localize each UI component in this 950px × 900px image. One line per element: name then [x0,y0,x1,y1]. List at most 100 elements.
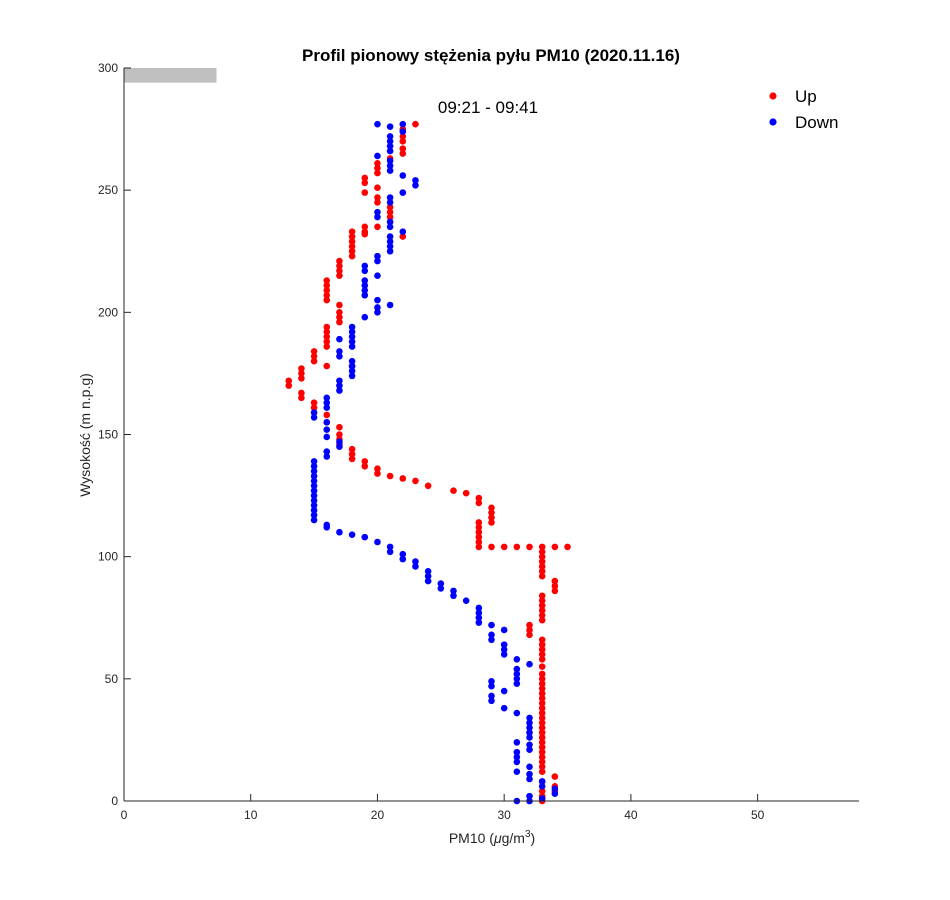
point-down-20 [526,724,533,731]
point-down-88 [310,409,318,416]
point-up-54 [564,543,571,551]
point-down-17 [513,739,521,746]
point-down-90 [323,399,331,407]
point-down-68 [310,511,318,519]
y-tick-label-5: 250 [98,183,118,197]
x-tick-label-2: 20 [371,808,385,822]
point-down-3 [526,792,533,800]
point-down-129 [374,208,381,216]
point-up-23 [538,690,546,697]
point-up-53 [551,543,559,551]
point-up-18 [538,714,546,722]
point-up-119 [336,267,343,275]
point-up-19 [538,709,546,717]
point-down-51 [437,580,445,587]
point-down-5 [551,785,559,793]
point-down-83 [336,438,343,446]
point-down-56 [412,558,419,565]
point-up-11 [538,748,546,756]
point-up-15 [538,729,546,736]
point-up-116 [323,282,331,289]
point-down-21 [526,719,533,727]
point-down-9 [526,770,533,778]
point-up-124 [348,243,356,250]
point-down-124 [386,233,394,240]
point-down-31 [513,675,521,683]
point-down-39 [488,636,495,644]
point-up-110 [336,313,343,321]
point-down-108 [374,309,381,316]
series-down [310,120,559,805]
point-down-127 [386,218,394,226]
point-down-52 [424,577,432,585]
point-up-9 [538,758,546,766]
point-down-98 [348,357,356,365]
point-up-25 [538,680,546,688]
legend: Up Down [769,87,838,132]
y-tick-label-4: 200 [98,305,118,319]
legend-label-up: Up [795,87,817,106]
x-label-close: ) [531,830,536,846]
point-up-150 [412,120,419,128]
point-up-147 [399,138,407,145]
point-down-126 [386,223,394,231]
point-up-41 [538,597,546,604]
point-down-86 [323,418,331,426]
point-up-32 [538,641,546,648]
legend-marker-up [769,92,777,100]
point-up-57 [500,543,508,551]
point-down-138 [386,157,394,165]
point-up-74 [412,477,419,485]
point-up-59 [475,543,483,551]
point-down-63 [348,531,356,538]
point-down-84 [323,433,331,441]
x-axis-label: PM10 (μg/m3) [449,829,535,846]
point-down-101 [348,343,356,350]
point-down-92 [336,387,343,394]
point-down-70 [310,502,318,509]
point-up-145 [399,150,407,157]
point-up-50 [538,553,546,560]
point-up-113 [323,296,331,304]
point-down-62 [361,533,369,541]
point-down-123 [386,238,394,245]
point-up-126 [348,233,356,240]
point-up-98 [298,365,305,372]
point-up-66 [488,514,495,521]
point-down-43 [475,619,483,626]
point-down-33 [513,665,521,673]
point-down-24 [500,704,508,712]
point-down-37 [500,646,508,653]
point-up-35 [526,626,533,634]
x-ticks: 0 10 20 30 40 50 [121,794,765,822]
point-up-102 [310,353,318,360]
x-label-sup: 3 [525,829,531,840]
point-up-29 [538,655,546,663]
point-up-89 [323,411,331,419]
point-up-49 [538,558,546,565]
point-down-100 [336,348,343,355]
point-up-65 [488,519,495,526]
point-down-114 [361,282,369,289]
point-down-87 [310,414,318,421]
point-up-45 [551,577,559,585]
point-down-55 [412,563,419,570]
point-up-122 [348,252,356,260]
point-up-62 [475,528,483,536]
point-up-137 [361,189,369,196]
point-down-133 [412,181,419,189]
x-label-unit: g/m [502,830,525,846]
point-down-109 [374,304,381,311]
point-up-68 [488,504,495,512]
point-down-60 [386,543,394,551]
point-down-27 [500,687,508,695]
point-up-138 [374,184,381,192]
point-down-137 [386,162,394,170]
point-down-147 [399,120,407,128]
x-tick-label-4: 40 [624,808,638,822]
point-up-16 [538,724,546,731]
point-down-76 [310,472,318,480]
point-up-105 [323,338,331,345]
point-down-143 [386,133,394,140]
point-up-31 [538,646,546,653]
